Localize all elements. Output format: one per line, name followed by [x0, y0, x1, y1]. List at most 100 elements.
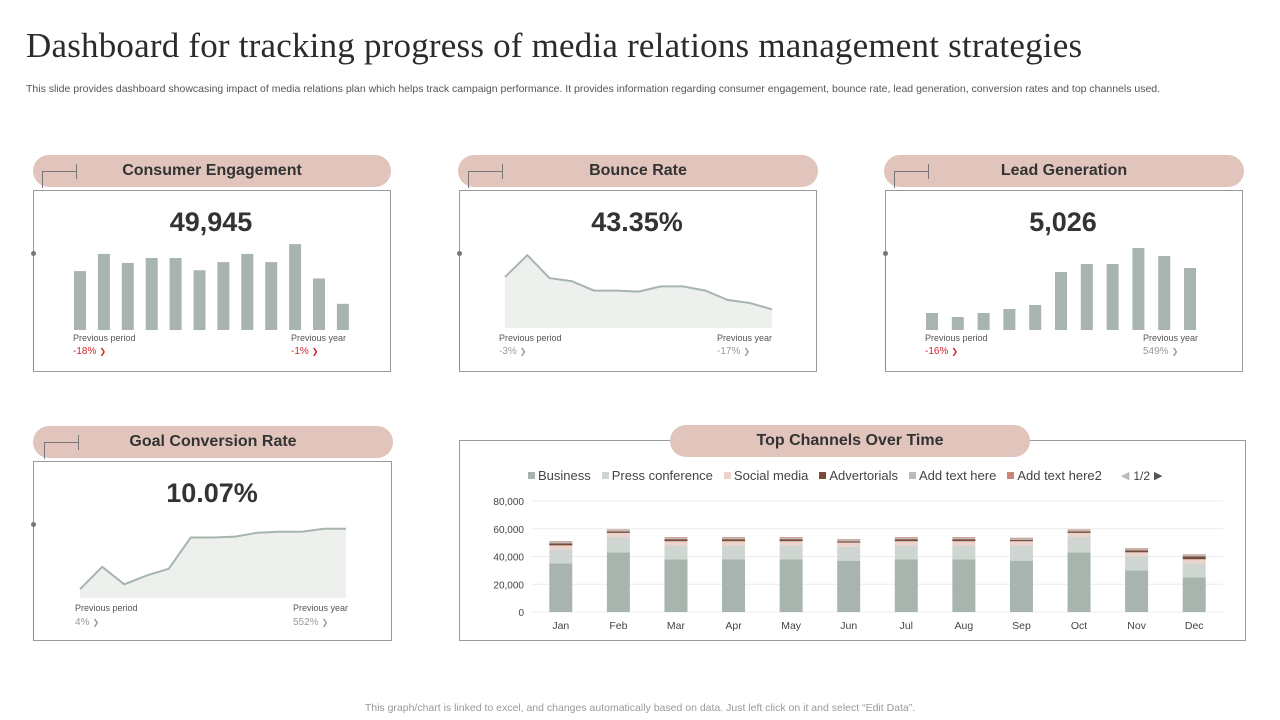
- x-tick-label: Jun: [840, 620, 857, 632]
- stack-segment: [1067, 531, 1091, 533]
- spark-area: [80, 528, 346, 598]
- stack-segment: [1009, 545, 1033, 561]
- legend-label: Social media: [733, 468, 809, 483]
- page-title: Dashboard for tracking progress of media…: [26, 26, 1083, 65]
- bounce-rate-heading: Bounce Rate: [458, 155, 818, 187]
- x-tick-label: May: [781, 620, 802, 632]
- stack-segment: [779, 559, 803, 612]
- stack-segment: [606, 530, 630, 532]
- spark-bar: [169, 258, 182, 330]
- legend-item: Advertorials: [819, 468, 898, 483]
- heading-bracket: [42, 164, 77, 188]
- legend-label: Advertorials: [829, 468, 898, 483]
- stack-segment: [1067, 552, 1091, 612]
- stack-segment: [1182, 577, 1206, 612]
- spark-bar: [1184, 268, 1196, 330]
- spark-bar: [1106, 264, 1119, 330]
- legend-swatch: [723, 472, 731, 479]
- goal-conversion-rate-value: 10.07%: [166, 478, 258, 508]
- spark-bar: [1003, 309, 1016, 330]
- stack-segment: [837, 539, 861, 542]
- spark-bar: [1158, 256, 1171, 330]
- legend-label: Add text here2: [1017, 468, 1102, 483]
- legend-next-icon[interactable]: ▶: [1154, 470, 1163, 482]
- y-tick-label: 60,000: [493, 525, 524, 536]
- consumer-engagement-sparkline: [74, 244, 349, 330]
- x-tick-label: Aug: [955, 620, 974, 632]
- stack-segment: [606, 532, 630, 538]
- chevron-down-icon: ❯: [99, 347, 107, 356]
- chevron-down-icon: ❯: [519, 347, 527, 356]
- stack-segment: [952, 537, 976, 538]
- panel-side-line: [33, 253, 34, 370]
- page-description: This slide provides dashboard showcasing…: [26, 83, 1161, 95]
- stack-segment: [894, 541, 918, 546]
- chevron-down-icon: ❯: [951, 347, 959, 356]
- heading-bracket: [44, 435, 79, 459]
- spark-bar: [241, 253, 254, 330]
- stack-segment: [894, 537, 918, 538]
- stack-segment: [549, 549, 573, 564]
- legend-swatch: [1007, 472, 1015, 479]
- spark-bar: [951, 317, 964, 330]
- goal-conversion-rate-heading: Goal Conversion Rate: [33, 426, 393, 458]
- previous-period-label: Previous period: [75, 603, 138, 613]
- previous-year-delta: -1% ❯: [291, 346, 319, 357]
- stack-segment: [779, 537, 803, 540]
- spark-line: [504, 253, 773, 311]
- panel-side-line: [33, 524, 34, 639]
- stack-segment: [722, 537, 746, 540]
- heading-bracket: [468, 164, 503, 188]
- stack-segment: [606, 529, 630, 531]
- stack-segment: [606, 531, 630, 533]
- stack-segment: [1067, 530, 1091, 532]
- spark-bar: [977, 313, 990, 330]
- spark-bar: [289, 244, 302, 330]
- stack-segment: [837, 560, 861, 612]
- spark-bar: [217, 262, 230, 330]
- stack-segment: [1182, 554, 1206, 556]
- previous-year-label: Previous year: [1143, 333, 1199, 343]
- chevron-down-icon: ❯: [743, 347, 751, 356]
- x-tick-label: Dec: [1185, 620, 1204, 632]
- x-tick-label: Sep: [1012, 620, 1031, 632]
- lead-generation-sparkline: [926, 248, 1196, 330]
- stack-segment: [722, 539, 746, 542]
- stack-segment: [1125, 570, 1149, 612]
- previous-period-delta: 4% ❯: [75, 617, 100, 628]
- stack-segment: [549, 545, 573, 550]
- stack-segment: [606, 537, 630, 553]
- stack-segment: [1125, 556, 1149, 571]
- stack-segment: [664, 537, 688, 538]
- previous-period-delta: -16% ❯: [925, 346, 959, 357]
- stack-segment: [779, 541, 803, 546]
- stack-segment: [1067, 532, 1091, 538]
- stack-segment: [664, 545, 688, 560]
- goal-conversion-sparkline: [79, 527, 346, 598]
- stack-segment: [1125, 550, 1149, 553]
- stack-segment: [549, 563, 573, 612]
- legend-swatch: [601, 472, 609, 479]
- previous-period-label: Previous period: [73, 333, 136, 343]
- previous-period-label: Previous period: [499, 333, 562, 343]
- x-tick-label: Mar: [667, 620, 686, 632]
- spark-bar: [1080, 264, 1093, 330]
- legend-pager: ◀ 1/2 ▶: [1117, 469, 1167, 483]
- spark-bar: [313, 278, 325, 330]
- legend-item: Press conference: [601, 468, 713, 483]
- stack-segment: [779, 539, 803, 542]
- legend-prev-icon[interactable]: ◀: [1120, 470, 1130, 482]
- stack-segment: [952, 539, 976, 542]
- footer-note: This graph/chart is linked to excel, and…: [364, 702, 916, 714]
- stack-segment: [779, 545, 803, 560]
- previous-year-delta: 549% ❯: [1143, 346, 1179, 357]
- spark-bar: [1132, 248, 1145, 330]
- chevron-down-icon: ❯: [321, 618, 329, 627]
- stack-segment: [894, 559, 918, 612]
- stack-segment: [837, 546, 861, 561]
- panel-side-line: [885, 253, 886, 370]
- spark-line: [79, 527, 346, 590]
- stack-segment: [722, 541, 746, 546]
- stack-segment: [779, 537, 803, 538]
- spark-bar: [336, 303, 349, 330]
